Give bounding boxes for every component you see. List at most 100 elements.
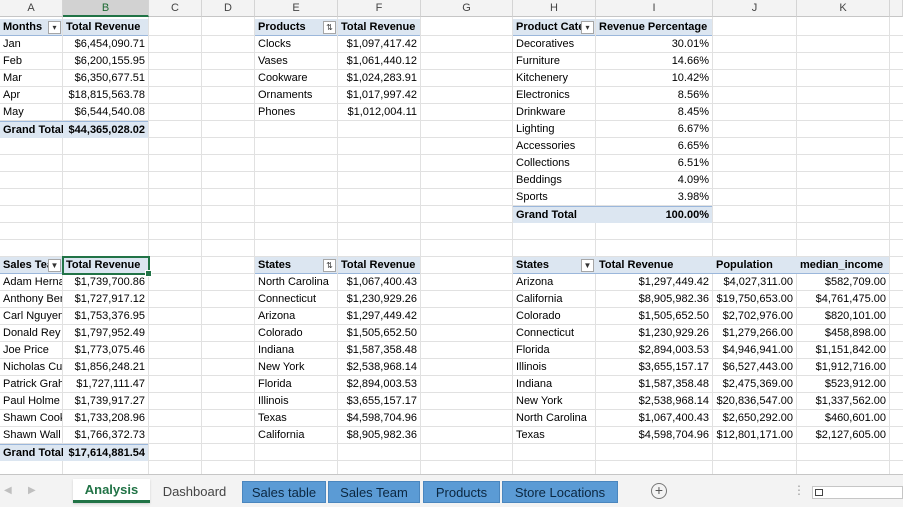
column-header-l[interactable] (890, 0, 903, 17)
pivot-months-value[interactable]: $18,815,563.78 (68, 89, 145, 101)
states-table-header[interactable]: median_income (797, 257, 889, 274)
pivot-products-value[interactable]: $1,061,440.12 (346, 55, 417, 67)
states-table-cell[interactable]: $1,337,562.00 (815, 395, 886, 407)
filter-sort-icon[interactable]: ⇅ (323, 21, 336, 34)
pivot-sales-team-value[interactable]: $1,739,917.27 (74, 395, 145, 407)
pivot-months-label[interactable]: Feb (3, 55, 22, 67)
tab-analysis[interactable]: Analysis (73, 479, 150, 503)
column-header-a[interactable]: A (0, 0, 63, 17)
column-header-i[interactable]: I (596, 0, 713, 17)
states-table-cell[interactable]: $8,905,982.36 (638, 293, 709, 305)
more-options-icon[interactable]: ⋮ (793, 483, 805, 497)
pivot-states-label[interactable]: Connecticut (258, 293, 317, 305)
states-table-cell[interactable]: $582,709.00 (824, 276, 886, 288)
column-header-k[interactable]: K (797, 0, 890, 17)
column-header-c[interactable]: C (149, 0, 202, 17)
pivot-states-value[interactable]: $2,538,968.14 (346, 361, 417, 373)
pivot-category-label[interactable]: Furniture (516, 55, 561, 67)
pivot-sales-team-label[interactable]: Adam Herna (3, 276, 62, 288)
pivot-category-value[interactable]: 3.98% (677, 191, 709, 203)
states-table-cell[interactable]: $12,801,171.00 (716, 429, 793, 441)
pivot-states-value[interactable]: $2,894,003.53 (346, 378, 417, 390)
column-header-b[interactable]: B (63, 0, 149, 17)
pivot-states-value[interactable]: $1,505,652.50 (346, 327, 417, 339)
states-table-cell[interactable]: $2,702,976.00 (722, 310, 793, 322)
pivot-category-value[interactable]: 4.09% (677, 174, 709, 186)
pivot-months-header[interactable]: Months (0, 19, 62, 36)
pivot-states-label[interactable]: Illinois (258, 395, 289, 407)
spreadsheet-grid[interactable]: A B C D E F G H I J K Months ▾ Total Rev… (0, 0, 903, 474)
states-table-cell[interactable]: $1,297,449.42 (638, 276, 709, 288)
pivot-category-value[interactable]: 14.66% (671, 55, 709, 67)
states-table-cell[interactable]: $4,946,941.00 (722, 344, 793, 356)
pivot-sales-team-value[interactable]: $1,773,075.46 (74, 344, 145, 356)
states-table-cell[interactable]: Illinois (516, 361, 547, 373)
pivot-states-value[interactable]: $4,598,704.96 (346, 412, 417, 424)
pivot-sales-team-total-value[interactable]: $17,614,881.54 (63, 444, 148, 461)
pivot-states-header[interactable]: States (255, 257, 337, 274)
tab-store-locations[interactable]: Store Locations (502, 481, 618, 503)
column-header-g[interactable]: G (421, 0, 513, 17)
states-table-cell[interactable]: $4,761,475.00 (815, 293, 886, 305)
pivot-category-label[interactable]: Beddings (516, 174, 562, 186)
states-table-cell[interactable]: $1,151,842.00 (815, 344, 886, 356)
pivot-category-value[interactable]: 6.67% (677, 123, 709, 135)
pivot-sales-team-total-label[interactable]: Grand Total (0, 444, 63, 461)
pivot-sales-team-label[interactable]: Paul Holme (3, 395, 60, 407)
pivot-category-label[interactable]: Accessories (516, 140, 576, 152)
pivot-states-label[interactable]: Florida (258, 378, 292, 390)
states-table-cell[interactable]: California (516, 293, 563, 305)
pivot-category-label[interactable]: Electronics (516, 89, 570, 101)
pivot-category-value[interactable]: 6.65% (677, 140, 709, 152)
pivot-products-label[interactable]: Vases (258, 55, 288, 67)
states-table-cell[interactable]: $2,894,003.53 (638, 344, 709, 356)
pivot-category-value[interactable]: 6.51% (677, 157, 709, 169)
states-table-cell[interactable]: Colorado (516, 310, 561, 322)
states-table-cell[interactable]: Indiana (516, 378, 553, 390)
pivot-category-label[interactable]: Drinkware (516, 106, 566, 118)
pivot-category-total-value[interactable]: 100.00% (596, 206, 712, 223)
pivot-states-label[interactable]: California (258, 429, 305, 441)
states-table-cell[interactable]: Florida (516, 344, 550, 356)
states-table-cell[interactable]: New York (516, 395, 563, 407)
states-table-cell[interactable]: $1,505,652.50 (638, 310, 709, 322)
states-table-cell[interactable]: $20,836,547.00 (716, 395, 793, 407)
states-table-cell[interactable]: $523,912.00 (824, 378, 886, 390)
pivot-category-label[interactable]: Lighting (516, 123, 555, 135)
pivot-products-value[interactable]: $1,024,283.91 (346, 72, 417, 84)
pivot-sales-team-label[interactable]: Donald Rey (3, 327, 61, 339)
pivot-states-value[interactable]: $1,067,400.43 (346, 276, 417, 288)
states-table-cell[interactable]: $1,279,266.00 (722, 327, 793, 339)
pivot-states-label[interactable]: New York (258, 361, 305, 373)
states-table-cell[interactable]: $1,230,929.26 (638, 327, 709, 339)
states-table-cell[interactable]: $19,750,653.00 (716, 293, 793, 305)
pivot-states-label[interactable]: North Carolina (258, 276, 329, 288)
tab-products[interactable]: Products (423, 481, 500, 503)
column-header-d[interactable]: D (202, 0, 255, 17)
pivot-category-value[interactable]: 8.56% (677, 89, 709, 101)
states-table-cell[interactable]: $2,650,292.00 (722, 412, 793, 424)
pivot-category-value[interactable]: 10.42% (671, 72, 709, 84)
states-table-cell[interactable]: $2,538,968.14 (638, 395, 709, 407)
pivot-products-value[interactable]: $1,012,004.11 (347, 106, 417, 118)
pivot-states-label[interactable]: Colorado (258, 327, 303, 339)
pivot-sales-team-label[interactable]: Joe Price (3, 344, 49, 356)
states-table-cell[interactable]: $6,527,443.00 (722, 361, 793, 373)
pivot-months-total-value[interactable]: $44,365,028.02 (63, 121, 148, 138)
pivot-states-label[interactable]: Texas (258, 412, 287, 424)
pivot-sales-team-header[interactable]: Total Revenue (63, 257, 148, 274)
pivot-months-value[interactable]: $6,454,090.71 (74, 38, 145, 50)
scroll-tabs-right-icon[interactable]: ▶ (28, 485, 36, 496)
pivot-products-value[interactable]: $1,097,417.42 (346, 38, 417, 50)
states-table-cell[interactable]: $4,598,704.96 (638, 429, 709, 441)
states-table-cell[interactable]: $820,101.00 (824, 310, 886, 322)
states-table-header[interactable]: States (513, 257, 596, 274)
pivot-sales-team-value[interactable]: $1,797,952.49 (74, 327, 145, 339)
states-table-cell[interactable]: Arizona (516, 276, 554, 288)
pivot-category-label[interactable]: Sports (516, 191, 548, 203)
filter-sort-icon[interactable]: ▾ (48, 21, 61, 34)
pivot-category-header[interactable]: Product Cate (513, 19, 595, 36)
tab-dashboard[interactable]: Dashboard (162, 484, 227, 499)
pivot-sales-team-label[interactable]: Anthony Ber (3, 293, 62, 305)
pivot-products-label[interactable]: Phones (258, 106, 296, 118)
